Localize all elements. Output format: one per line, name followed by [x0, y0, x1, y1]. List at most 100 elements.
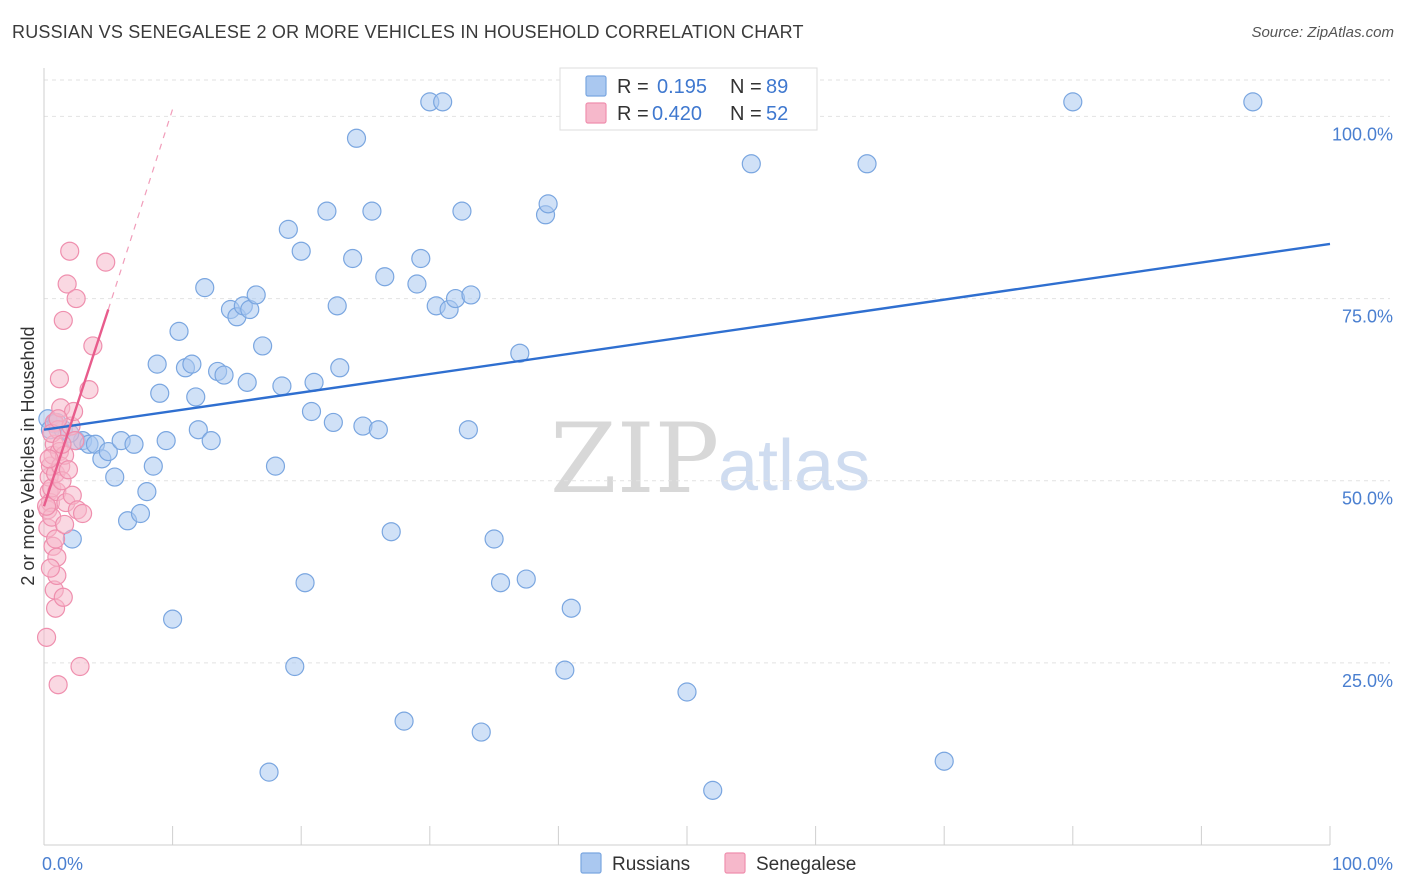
russians-point-65: [458, 420, 478, 440]
y-tick-label-50: 50.0%: [1342, 489, 1393, 509]
russians-point-35: [253, 336, 273, 356]
russians-point-38: [272, 376, 292, 396]
y-tick-label-25: 25.0%: [1342, 671, 1393, 691]
russians-point-18: [156, 431, 176, 451]
russians-point-55: [381, 522, 401, 542]
russians-point-41: [291, 241, 311, 261]
russians-point-12: [124, 434, 144, 454]
senegalese-point-32: [60, 241, 80, 261]
russians-point-49: [343, 248, 363, 269]
senegalese-point-51: [54, 514, 75, 535]
senegalese-point-30: [57, 274, 77, 294]
bottom-legend-russians-label: Russians: [612, 854, 690, 875]
senegalese-trend-extension: [107, 108, 174, 310]
russians-point-79: [741, 154, 761, 174]
gridlines: [44, 79, 1390, 664]
legend-russians-swatch: [585, 75, 607, 97]
russians-point-13: [130, 503, 151, 524]
legend-russians-r-label: R =: [617, 76, 649, 98]
russians-point-34: [246, 285, 266, 305]
russians-point-48: [330, 358, 350, 378]
russians-point-69: [490, 573, 511, 593]
senegalese-point-35: [63, 401, 84, 422]
russians-point-15: [143, 456, 163, 476]
russians-point-67: [471, 722, 491, 742]
senegalese-point-43: [96, 252, 116, 272]
watermark-atlas: atlas: [718, 426, 870, 506]
chart-title: RUSSIAN VS SENEGALESE 2 OR MORE VEHICLES…: [12, 22, 804, 42]
senegalese-point-22: [49, 369, 70, 389]
russians-point-77: [677, 682, 697, 702]
russians-point-42: [295, 573, 315, 593]
russians-point-47: [327, 296, 347, 316]
russians-point-68: [484, 529, 504, 549]
y-tick-label-75: 75.0%: [1342, 307, 1393, 327]
russians-point-58: [411, 248, 431, 269]
russians-point-24: [188, 420, 208, 440]
russians-point-78: [703, 780, 723, 800]
russians-point-74: [555, 660, 575, 680]
senegalese-point-39: [70, 656, 90, 677]
russians-point-36: [259, 762, 279, 782]
russians-point-17: [150, 383, 170, 403]
senegalese-point-37: [66, 288, 86, 309]
russians-point-37: [265, 456, 286, 476]
senegalese-point-31: [58, 460, 79, 480]
legend-russians-r-value: 0.195: [657, 76, 707, 98]
senegalese-points: [36, 241, 116, 695]
bottom-legend-russians-swatch: [580, 852, 602, 874]
legend-senegalese-n-label: N =: [730, 103, 762, 125]
y-tick-label-100: 100.0%: [1332, 124, 1393, 144]
russians-point-43: [301, 401, 322, 422]
senegalese-point-27: [53, 310, 73, 331]
russians-point-56: [394, 711, 414, 731]
russians-point-23: [186, 387, 206, 407]
russians-point-28: [214, 365, 234, 385]
russians-point-40: [285, 656, 305, 677]
source-label: Source: ZipAtlas.com: [1251, 24, 1394, 41]
senegalese-point-50: [40, 558, 61, 578]
bottom-legend-senegalese-label: Senegalese: [756, 854, 856, 875]
x-tick-label-min: 0.0%: [42, 854, 83, 874]
bottom-legend: Russians Senegalese: [580, 852, 856, 875]
senegalese-point-46: [45, 529, 66, 549]
russians-point-73: [538, 194, 558, 214]
x-tick-label-max: 100.0%: [1332, 854, 1393, 874]
russians-point-53: [368, 420, 388, 440]
bottom-legend-senegalese-swatch: [724, 852, 746, 874]
senegalese-point-20: [48, 675, 68, 695]
legend-box: R = 0.195 N = 89 R = 0.420 N = 52: [559, 67, 818, 131]
russians-point-83: [1063, 92, 1083, 112]
russians-point-22: [182, 354, 202, 374]
russians-point-64: [452, 201, 472, 221]
russians-point-32: [237, 372, 257, 392]
senegalese-point-47: [48, 409, 68, 429]
russians-point-26: [201, 431, 221, 451]
russians-point-82: [934, 751, 954, 771]
russians-point-14: [137, 482, 157, 502]
russians-trend-line: [43, 242, 1331, 431]
russians-point-46: [323, 412, 343, 433]
legend-russians-n-value: 89: [766, 76, 788, 98]
russians-point-9: [105, 467, 125, 487]
trend-lines: [42, 108, 1331, 507]
russians-point-84: [1243, 92, 1263, 112]
russians-point-50: [346, 128, 367, 148]
senegalese-point-40: [72, 503, 93, 524]
russians-point-66: [461, 285, 481, 305]
russians-point-61: [433, 92, 453, 112]
legend-senegalese-n-value: 52: [766, 103, 788, 125]
senegalese-point-0: [36, 627, 57, 647]
legend-russians-n-label: N =: [730, 76, 762, 98]
legend-senegalese-swatch: [585, 102, 607, 124]
legend-senegalese-r-label: R =: [617, 103, 649, 125]
russians-point-75: [561, 598, 581, 618]
russians-point-20: [169, 321, 189, 341]
senegalese-point-26: [53, 587, 73, 607]
russians-point-8: [98, 441, 118, 462]
senegalese-point-44: [39, 449, 59, 469]
y-tick-labels: 25.0% 50.0% 75.0% 100.0%: [1332, 124, 1393, 690]
russians-point-54: [375, 267, 395, 287]
russians-point-81: [857, 154, 877, 174]
